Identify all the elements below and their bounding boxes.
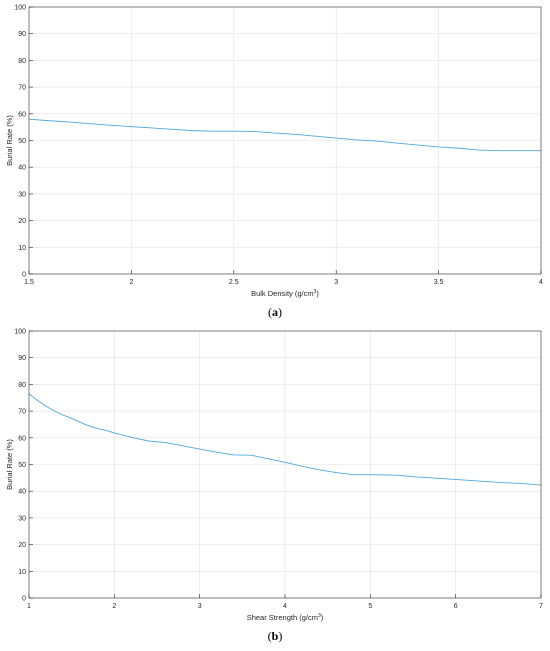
y-tick-label-a: 0 <box>22 272 26 279</box>
x-tick-label-a: 1.5 <box>24 279 34 286</box>
y-tick-label-a: 30 <box>18 191 26 198</box>
x-tick-label-a: 3 <box>334 279 338 286</box>
y-tick-label-a: 80 <box>18 58 26 65</box>
y-tick-label-b: 60 <box>18 435 26 442</box>
y-ticks-b: 0 10 20 30 40 50 60 70 80 90 100 <box>14 329 33 603</box>
y-tick-label-a: 50 <box>18 138 26 145</box>
grid-a <box>29 7 541 274</box>
x-tick-label-b: 4 <box>283 603 287 610</box>
series-line-b <box>28 393 542 486</box>
x-tick-label-a: 4 <box>539 279 543 286</box>
x-tick-label-b: 7 <box>539 603 543 610</box>
y-tick-label-a: 60 <box>18 111 26 118</box>
caption-b: (b) <box>268 629 283 643</box>
y-tick-label-b: 0 <box>22 596 26 603</box>
y-tick-label-b: 80 <box>18 382 26 389</box>
chart-a: 1.5 2 2.5 3 3.5 4 0 10 20 30 40 50 60 70 80 90 100 Buri… <box>5 5 543 320</box>
y-axis-label-b: Burial Rate (%) <box>5 439 14 490</box>
y-tick-label-a: 20 <box>18 218 26 225</box>
x-axis-label-b: Shear Strength (g/cm3) <box>247 613 324 622</box>
x-tick-label-b: 6 <box>454 603 458 610</box>
y-tick-label-b: 50 <box>18 462 26 469</box>
y-tick-label-b: 30 <box>18 515 26 522</box>
caption-a: (a) <box>268 305 282 319</box>
y-tick-label-b: 10 <box>18 569 26 576</box>
x-tick-label-b: 3 <box>198 603 202 610</box>
x-tick-label-a: 3.5 <box>434 279 444 286</box>
series-line-a <box>28 118 541 152</box>
series-line-a <box>28 118 541 152</box>
y-tick-label-b: 20 <box>18 542 26 549</box>
x-axis-label-a: Bulk Density (g/cm3) <box>251 289 319 298</box>
grid-b <box>29 331 541 598</box>
y-axis-label-a: Burial Rate (%) <box>5 115 14 166</box>
y-tick-label-a: 70 <box>18 85 26 92</box>
y-tick-label-b: 90 <box>18 355 26 362</box>
y-ticks-a: 0 10 20 30 40 50 60 70 80 90 100 <box>14 5 33 279</box>
y-tick-label-b: 40 <box>18 489 26 496</box>
y-tick-label-a: 40 <box>18 165 26 172</box>
x-tick-label-b: 5 <box>368 603 372 610</box>
x-tick-label-b: 2 <box>112 603 116 610</box>
series-line-b <box>28 393 542 486</box>
x-tick-label-a: 2.5 <box>229 279 239 286</box>
x-tick-label-a: 2 <box>129 279 133 286</box>
x-ticks-a: 1.5 2 2.5 3 3.5 4 <box>24 270 543 286</box>
chart-b: 1 2 3 4 5 6 7 0 10 20 30 40 50 60 70 80 90 100 Burial Ra… <box>5 329 543 644</box>
y-tick-label-b: 100 <box>14 329 26 336</box>
y-tick-label-a: 90 <box>18 31 26 38</box>
y-tick-label-b: 70 <box>18 409 26 416</box>
y-tick-label-a: 100 <box>14 5 26 12</box>
y-tick-label-a: 10 <box>18 245 26 252</box>
x-ticks-b: 1 2 3 4 5 6 7 <box>27 594 543 610</box>
x-tick-label-b: 1 <box>27 603 31 610</box>
